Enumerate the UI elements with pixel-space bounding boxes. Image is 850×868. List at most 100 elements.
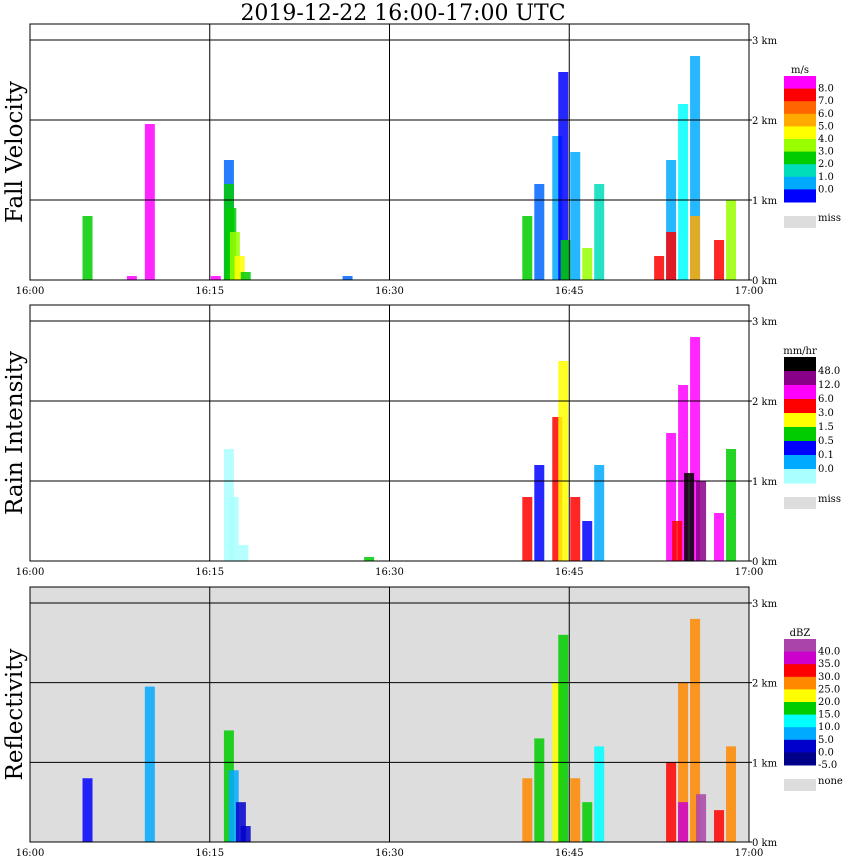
legend-swatch xyxy=(784,151,816,165)
y-tick-label: 3 km xyxy=(752,599,778,610)
data-cell xyxy=(714,513,725,561)
data-cell xyxy=(696,794,707,842)
x-tick-label: 16:45 xyxy=(555,286,584,297)
data-cell xyxy=(594,465,605,561)
plot-frame-1 xyxy=(29,304,750,562)
data-cell xyxy=(666,433,677,561)
y-tick-label: 0 km xyxy=(752,276,778,287)
legend-label: 12.0 xyxy=(818,380,840,391)
legend-swatch xyxy=(784,113,816,127)
legend-missing-label: miss xyxy=(818,494,841,505)
legend-swatch xyxy=(784,101,816,115)
y-tick-label: 0 km xyxy=(752,838,778,849)
data-cell xyxy=(690,216,701,280)
y-tick-label: 1 km xyxy=(752,196,778,207)
data-cell xyxy=(560,240,571,280)
legend-label: 6.0 xyxy=(818,109,834,120)
legend-label: 15.0 xyxy=(818,710,840,721)
legend-label: 0.5 xyxy=(818,436,834,447)
data-cell xyxy=(234,256,245,280)
x-tick-label: 16:30 xyxy=(375,286,404,297)
y-tick-label: 1 km xyxy=(752,758,778,769)
x-tick-label: 16:30 xyxy=(375,848,404,859)
legend-label: 40.0 xyxy=(818,647,840,658)
legend-label: 0.1 xyxy=(818,450,834,461)
data-cell xyxy=(654,256,665,280)
data-cell xyxy=(522,778,533,842)
data-cell xyxy=(570,497,581,561)
legend-label: 1.5 xyxy=(818,422,834,433)
legend-label: 6.0 xyxy=(818,394,834,405)
data-cell xyxy=(552,136,563,280)
y-axis-label: Fall Velocity xyxy=(2,81,28,223)
data-cell xyxy=(582,521,593,561)
data-cell xyxy=(714,810,725,842)
data-cell xyxy=(582,248,593,280)
plot-frame-0 xyxy=(29,23,750,281)
legend-swatch xyxy=(784,714,816,728)
legend-label: 3.0 xyxy=(818,408,834,419)
legend-swatch xyxy=(784,76,816,90)
legend-label: 7.0 xyxy=(818,96,834,107)
x-tick-label: 17:00 xyxy=(735,567,764,578)
data-cell xyxy=(342,276,353,280)
data-cell xyxy=(522,497,533,561)
data-cell xyxy=(82,778,93,842)
legend-units: mm/hr xyxy=(783,346,817,357)
legend-swatch xyxy=(784,727,816,741)
data-cell xyxy=(240,272,251,280)
legend-missing-label: miss xyxy=(818,213,841,224)
data-cell xyxy=(690,56,701,280)
y-tick-label: 2 km xyxy=(752,397,778,408)
legend-label: 10.0 xyxy=(818,722,840,733)
x-tick-label: 16:30 xyxy=(375,567,404,578)
y-tick-label: 2 km xyxy=(752,116,778,127)
y-axis-label: Reflectivity xyxy=(2,649,28,781)
data-cell xyxy=(522,216,533,280)
data-cell xyxy=(534,184,545,280)
data-cell xyxy=(678,802,689,842)
legend-label: 5.0 xyxy=(818,735,834,746)
legend-swatch xyxy=(784,455,816,470)
x-tick-label: 16:45 xyxy=(555,848,584,859)
legend-missing-swatch xyxy=(784,779,816,791)
legend-swatch xyxy=(784,702,816,716)
data-cell xyxy=(678,385,689,561)
y-tick-label: 3 km xyxy=(752,36,778,47)
data-cell xyxy=(666,232,677,280)
data-cell xyxy=(558,72,569,280)
legend-label: 8.0 xyxy=(818,84,834,95)
data-cell xyxy=(726,746,737,842)
legend-swatch xyxy=(784,176,816,190)
x-tick-label: 17:00 xyxy=(735,286,764,297)
x-tick-label: 16:00 xyxy=(16,567,45,578)
legend-swatch xyxy=(784,126,816,140)
data-cell xyxy=(684,473,695,561)
legend-swatch xyxy=(784,739,816,753)
legend-swatch xyxy=(784,427,816,442)
data-cell xyxy=(570,778,581,842)
legend-swatch xyxy=(784,385,816,400)
legend-swatch xyxy=(784,357,816,372)
legend-missing-swatch xyxy=(784,216,816,228)
legend-label: 3.0 xyxy=(818,147,834,158)
x-tick-label: 16:00 xyxy=(16,286,45,297)
legend-label: 35.0 xyxy=(818,659,840,670)
y-tick-label: 1 km xyxy=(752,477,778,488)
legend-units: dBZ xyxy=(790,628,811,639)
data-cell xyxy=(240,826,251,842)
plot-frame-2 xyxy=(29,586,750,843)
legend-label: -5.0 xyxy=(818,760,837,771)
y-axis-label: Rain Intensity xyxy=(2,351,28,515)
legend-label: 5.0 xyxy=(818,121,834,132)
legend-swatch xyxy=(784,689,816,703)
legend-swatch xyxy=(784,139,816,153)
data-cell xyxy=(144,686,155,842)
data-cell xyxy=(552,417,563,561)
data-cell xyxy=(235,802,246,842)
data-cell xyxy=(144,124,155,280)
data-cell xyxy=(228,497,239,561)
legend-swatch xyxy=(784,469,816,484)
legend-swatch xyxy=(784,88,816,102)
